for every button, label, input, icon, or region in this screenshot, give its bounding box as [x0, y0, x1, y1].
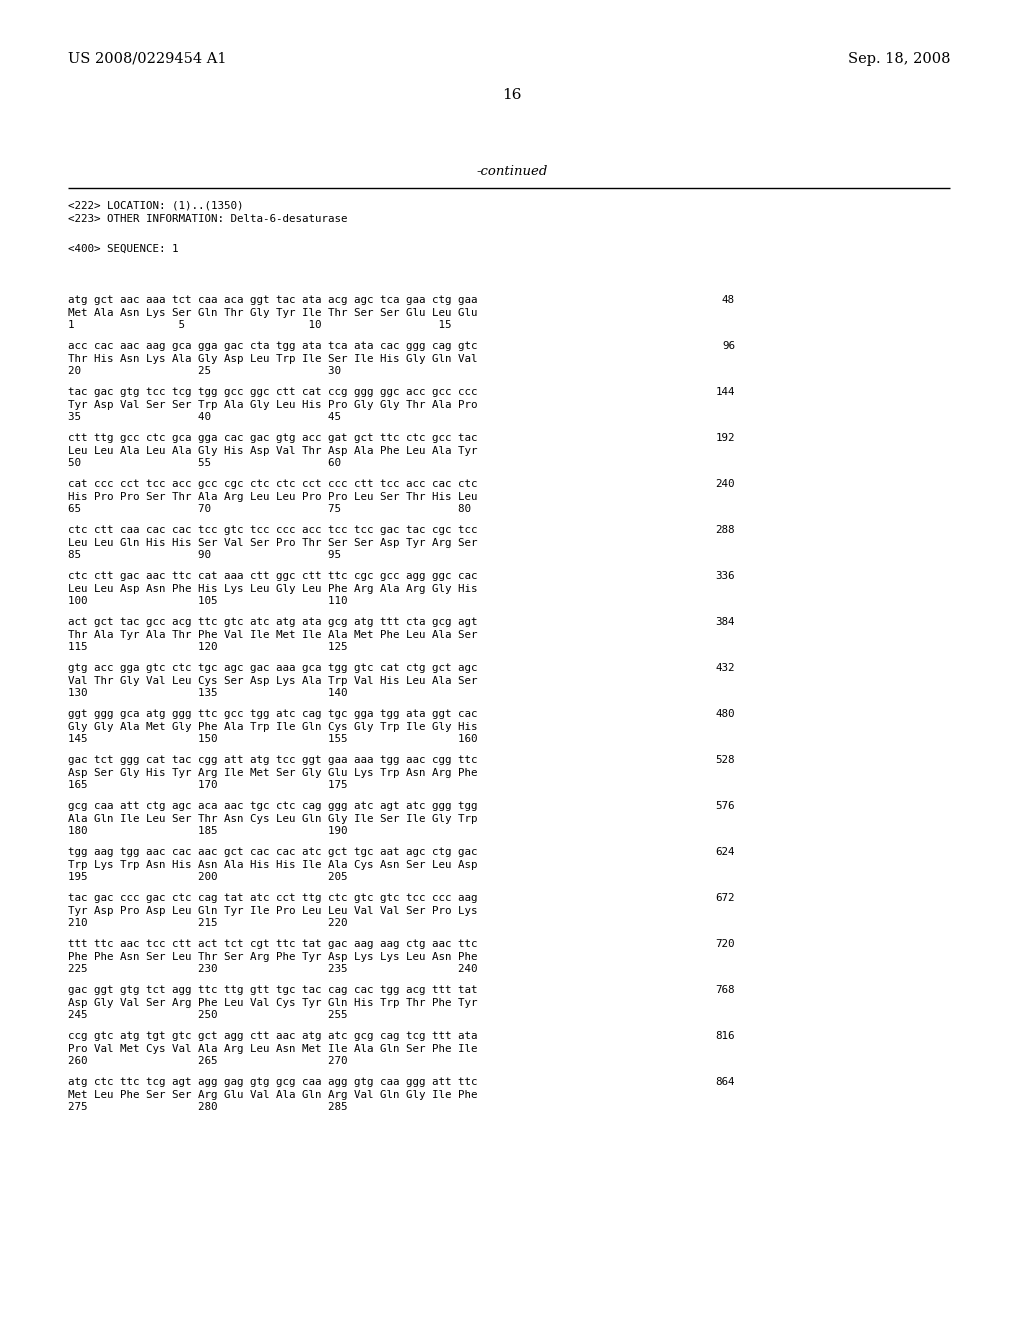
Text: 16: 16 — [502, 88, 522, 102]
Text: acc cac aac aag gca gga gac cta tgg ata tca ata cac ggg cag gtc: acc cac aac aag gca gga gac cta tgg ata … — [68, 341, 477, 351]
Text: tgg aag tgg aac cac aac gct cac cac atc gct tgc aat agc ctg gac: tgg aag tgg aac cac aac gct cac cac atc … — [68, 847, 477, 857]
Text: Trp Lys Trp Asn His Asn Ala His His Ile Ala Cys Asn Ser Leu Asp: Trp Lys Trp Asn His Asn Ala His His Ile … — [68, 859, 477, 870]
Text: 100                 105                 110: 100 105 110 — [68, 597, 347, 606]
Text: 624: 624 — [716, 847, 735, 857]
Text: gcg caa att ctg agc aca aac tgc ctc cag ggg atc agt atc ggg tgg: gcg caa att ctg agc aca aac tgc ctc cag … — [68, 801, 477, 810]
Text: ccg gtc atg tgt gtc gct agg ctt aac atg atc gcg cag tcg ttt ata: ccg gtc atg tgt gtc gct agg ctt aac atg … — [68, 1031, 477, 1041]
Text: US 2008/0229454 A1: US 2008/0229454 A1 — [68, 51, 226, 66]
Text: Met Leu Phe Ser Ser Arg Glu Val Ala Gln Arg Val Gln Gly Ile Phe: Met Leu Phe Ser Ser Arg Glu Val Ala Gln … — [68, 1089, 477, 1100]
Text: <400> SEQUENCE: 1: <400> SEQUENCE: 1 — [68, 243, 178, 253]
Text: 480: 480 — [716, 709, 735, 719]
Text: <223> OTHER INFORMATION: Delta-6-desaturase: <223> OTHER INFORMATION: Delta-6-desatur… — [68, 214, 347, 224]
Text: 336: 336 — [716, 572, 735, 581]
Text: 65                  70                  75                  80: 65 70 75 80 — [68, 504, 471, 513]
Text: atg gct aac aaa tct caa aca ggt tac ata acg agc tca gaa ctg gaa: atg gct aac aaa tct caa aca ggt tac ata … — [68, 294, 477, 305]
Text: 260                 265                 270: 260 265 270 — [68, 1056, 347, 1067]
Text: 115                 120                 125: 115 120 125 — [68, 642, 347, 652]
Text: ctc ctt gac aac ttc cat aaa ctt ggc ctt ttc cgc gcc agg ggc cac: ctc ctt gac aac ttc cat aaa ctt ggc ctt … — [68, 572, 477, 581]
Text: Gly Gly Ala Met Gly Phe Ala Trp Ile Gln Cys Gly Trp Ile Gly His: Gly Gly Ala Met Gly Phe Ala Trp Ile Gln … — [68, 722, 477, 731]
Text: 240: 240 — [716, 479, 735, 488]
Text: Asp Gly Val Ser Arg Phe Leu Val Cys Tyr Gln His Trp Thr Phe Tyr: Asp Gly Val Ser Arg Phe Leu Val Cys Tyr … — [68, 998, 477, 1007]
Text: 528: 528 — [716, 755, 735, 766]
Text: 672: 672 — [716, 894, 735, 903]
Text: 816: 816 — [716, 1031, 735, 1041]
Text: 192: 192 — [716, 433, 735, 444]
Text: cat ccc cct tcc acc gcc cgc ctc ctc cct ccc ctt tcc acc cac ctc: cat ccc cct tcc acc gcc cgc ctc ctc cct … — [68, 479, 477, 488]
Text: 130                 135                 140: 130 135 140 — [68, 688, 347, 698]
Text: gac tct ggg cat tac cgg att atg tcc ggt gaa aaa tgg aac cgg ttc: gac tct ggg cat tac cgg att atg tcc ggt … — [68, 755, 477, 766]
Text: 864: 864 — [716, 1077, 735, 1086]
Text: act gct tac gcc acg ttc gtc atc atg ata gcg atg ttt cta gcg agt: act gct tac gcc acg ttc gtc atc atg ata … — [68, 616, 477, 627]
Text: 165                 170                 175: 165 170 175 — [68, 780, 347, 789]
Text: 576: 576 — [716, 801, 735, 810]
Text: 180                 185                 190: 180 185 190 — [68, 826, 347, 836]
Text: ttt ttc aac tcc ctt act tct cgt ttc tat gac aag aag ctg aac ttc: ttt ttc aac tcc ctt act tct cgt ttc tat … — [68, 939, 477, 949]
Text: His Pro Pro Ser Thr Ala Arg Leu Leu Pro Pro Leu Ser Thr His Leu: His Pro Pro Ser Thr Ala Arg Leu Leu Pro … — [68, 491, 477, 502]
Text: Leu Leu Gln His His Ser Val Ser Pro Thr Ser Ser Asp Tyr Arg Ser: Leu Leu Gln His His Ser Val Ser Pro Thr … — [68, 537, 477, 548]
Text: tac gac ccc gac ctc cag tat atc cct ttg ctc gtc gtc tcc ccc aag: tac gac ccc gac ctc cag tat atc cct ttg … — [68, 894, 477, 903]
Text: 20                  25                  30: 20 25 30 — [68, 366, 341, 376]
Text: Thr Ala Tyr Ala Thr Phe Val Ile Met Ile Ala Met Phe Leu Ala Ser: Thr Ala Tyr Ala Thr Phe Val Ile Met Ile … — [68, 630, 477, 639]
Text: Sep. 18, 2008: Sep. 18, 2008 — [848, 51, 950, 66]
Text: 275                 280                 285: 275 280 285 — [68, 1102, 347, 1111]
Text: Val Thr Gly Val Leu Cys Ser Asp Lys Ala Trp Val His Leu Ala Ser: Val Thr Gly Val Leu Cys Ser Asp Lys Ala … — [68, 676, 477, 685]
Text: 50                  55                  60: 50 55 60 — [68, 458, 341, 469]
Text: 210                 215                 220: 210 215 220 — [68, 917, 347, 928]
Text: 144: 144 — [716, 387, 735, 397]
Text: Leu Leu Ala Leu Ala Gly His Asp Val Thr Asp Ala Phe Leu Ala Tyr: Leu Leu Ala Leu Ala Gly His Asp Val Thr … — [68, 446, 477, 455]
Text: 145                 150                 155                 160: 145 150 155 160 — [68, 734, 477, 744]
Text: 720: 720 — [716, 939, 735, 949]
Text: Phe Phe Asn Ser Leu Thr Ser Arg Phe Tyr Asp Lys Lys Leu Asn Phe: Phe Phe Asn Ser Leu Thr Ser Arg Phe Tyr … — [68, 952, 477, 961]
Text: gac ggt gtg tct agg ttc ttg gtt tgc tac cag cac tgg acg ttt tat: gac ggt gtg tct agg ttc ttg gtt tgc tac … — [68, 985, 477, 995]
Text: 85                  90                  95: 85 90 95 — [68, 550, 341, 560]
Text: tac gac gtg tcc tcg tgg gcc ggc ctt cat ccg ggg ggc acc gcc ccc: tac gac gtg tcc tcg tgg gcc ggc ctt cat … — [68, 387, 477, 397]
Text: <222> LOCATION: (1)..(1350): <222> LOCATION: (1)..(1350) — [68, 201, 244, 210]
Text: ggt ggg gca atg ggg ttc gcc tgg atc cag tgc gga tgg ata ggt cac: ggt ggg gca atg ggg ttc gcc tgg atc cag … — [68, 709, 477, 719]
Text: Ala Gln Ile Leu Ser Thr Asn Cys Leu Gln Gly Ile Ser Ile Gly Trp: Ala Gln Ile Leu Ser Thr Asn Cys Leu Gln … — [68, 813, 477, 824]
Text: 288: 288 — [716, 525, 735, 535]
Text: 48: 48 — [722, 294, 735, 305]
Text: Thr His Asn Lys Ala Gly Asp Leu Trp Ile Ser Ile His Gly Gln Val: Thr His Asn Lys Ala Gly Asp Leu Trp Ile … — [68, 354, 477, 363]
Text: Pro Val Met Cys Val Ala Arg Leu Asn Met Ile Ala Gln Ser Phe Ile: Pro Val Met Cys Val Ala Arg Leu Asn Met … — [68, 1044, 477, 1053]
Text: 432: 432 — [716, 663, 735, 673]
Text: 384: 384 — [716, 616, 735, 627]
Text: Asp Ser Gly His Tyr Arg Ile Met Ser Gly Glu Lys Trp Asn Arg Phe: Asp Ser Gly His Tyr Arg Ile Met Ser Gly … — [68, 767, 477, 777]
Text: Leu Leu Asp Asn Phe His Lys Leu Gly Leu Phe Arg Ala Arg Gly His: Leu Leu Asp Asn Phe His Lys Leu Gly Leu … — [68, 583, 477, 594]
Text: 195                 200                 205: 195 200 205 — [68, 873, 347, 882]
Text: Tyr Asp Val Ser Ser Trp Ala Gly Leu His Pro Gly Gly Thr Ala Pro: Tyr Asp Val Ser Ser Trp Ala Gly Leu His … — [68, 400, 477, 409]
Text: 35                  40                  45: 35 40 45 — [68, 412, 341, 422]
Text: 1                5                   10                  15: 1 5 10 15 — [68, 319, 452, 330]
Text: 225                 230                 235                 240: 225 230 235 240 — [68, 964, 477, 974]
Text: ctt ttg gcc ctc gca gga cac gac gtg acc gat gct ttc ctc gcc tac: ctt ttg gcc ctc gca gga cac gac gtg acc … — [68, 433, 477, 444]
Text: -continued: -continued — [476, 165, 548, 178]
Text: 768: 768 — [716, 985, 735, 995]
Text: 96: 96 — [722, 341, 735, 351]
Text: ctc ctt caa cac cac tcc gtc tcc ccc acc tcc tcc gac tac cgc tcc: ctc ctt caa cac cac tcc gtc tcc ccc acc … — [68, 525, 477, 535]
Text: Met Ala Asn Lys Ser Gln Thr Gly Tyr Ile Thr Ser Ser Glu Leu Glu: Met Ala Asn Lys Ser Gln Thr Gly Tyr Ile … — [68, 308, 477, 318]
Text: 245                 250                 255: 245 250 255 — [68, 1010, 347, 1020]
Text: Tyr Asp Pro Asp Leu Gln Tyr Ile Pro Leu Leu Val Val Ser Pro Lys: Tyr Asp Pro Asp Leu Gln Tyr Ile Pro Leu … — [68, 906, 477, 916]
Text: gtg acc gga gtc ctc tgc agc gac aaa gca tgg gtc cat ctg gct agc: gtg acc gga gtc ctc tgc agc gac aaa gca … — [68, 663, 477, 673]
Text: atg ctc ttc tcg agt agg gag gtg gcg caa agg gtg caa ggg att ttc: atg ctc ttc tcg agt agg gag gtg gcg caa … — [68, 1077, 477, 1086]
